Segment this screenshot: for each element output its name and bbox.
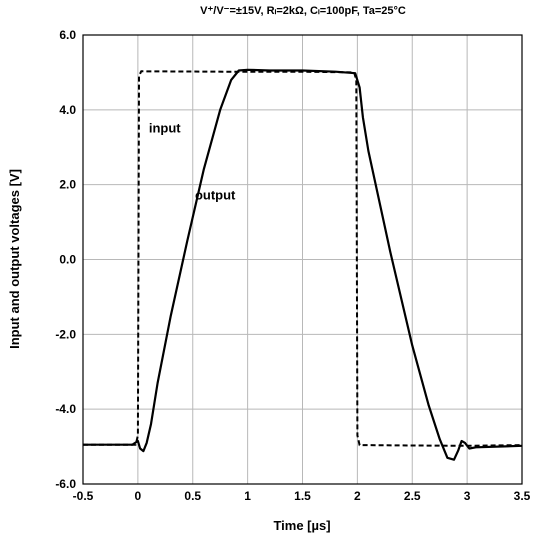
y-tick-label: 6.0: [59, 28, 76, 42]
y-tick-label: -6.0: [55, 477, 76, 491]
series-line-input: [83, 70, 523, 447]
annotations: input output: [149, 120, 236, 202]
annotation-input: input: [149, 120, 181, 135]
y-tick-label: -4.0: [55, 402, 76, 416]
tick-labels: -0.5 0 0.5 1 1.5 2 2.5 3 3.5 6.0 4.0 2.0 0.0 -2.0 -4.0…: [55, 28, 530, 503]
x-tick-label: 2: [354, 489, 361, 503]
y-tick-label: -2.0: [55, 327, 76, 341]
x-tick-label: 3: [464, 489, 471, 503]
y-tick-label: 4.0: [59, 103, 76, 117]
annotation-output: output: [195, 188, 236, 203]
y-tick-label: 0.0: [59, 253, 76, 267]
x-tick-label: 3.5: [514, 489, 531, 503]
series-layer: [83, 68, 523, 461]
x-tick-label: 1.5: [294, 489, 311, 503]
x-axis-label: Time [µs]: [273, 518, 330, 533]
x-tick-label: 0.5: [184, 489, 201, 503]
plot-frame: [82, 34, 523, 485]
chart-subtitle: V⁺/V⁻=±15V, Rₗ=2kΩ, Cₗ=100pF, Ta=25°C: [200, 5, 406, 17]
grid: [83, 35, 522, 484]
x-tick-label: 0: [135, 489, 142, 503]
x-tick-label: 2.5: [404, 489, 421, 503]
x-tick-label: 1: [244, 489, 251, 503]
y-axis-label: Input and output voltages [V]: [7, 169, 22, 349]
y-tick-label: 2.0: [59, 178, 76, 192]
series-line-output: [83, 68, 523, 461]
x-tick-label: -0.5: [73, 489, 94, 503]
